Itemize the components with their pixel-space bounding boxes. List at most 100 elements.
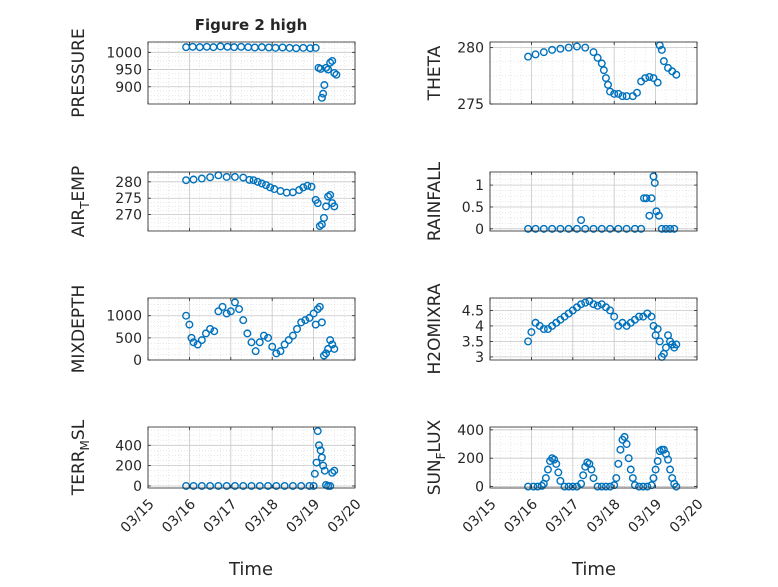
data-point bbox=[654, 211, 663, 220]
data-point bbox=[564, 482, 573, 491]
data-point bbox=[319, 461, 328, 470]
data-point bbox=[661, 224, 670, 233]
panel-h2omixra: 33.544.5 H2OMIXRA bbox=[425, 283, 698, 375]
data-point bbox=[235, 305, 244, 314]
data-point bbox=[299, 183, 308, 192]
data-point bbox=[651, 465, 660, 474]
data-point bbox=[647, 481, 656, 490]
data-point bbox=[581, 43, 590, 52]
x-tick-label: 03/19 bbox=[283, 496, 323, 536]
data-point bbox=[550, 455, 559, 464]
data-point bbox=[548, 224, 557, 233]
data-point bbox=[637, 224, 646, 233]
data-point bbox=[316, 64, 325, 73]
data-point bbox=[539, 325, 548, 334]
data-point bbox=[297, 481, 306, 490]
data-point bbox=[332, 70, 341, 79]
y-tick-label: 280 bbox=[457, 41, 484, 57]
data-point bbox=[230, 481, 239, 490]
y-axis-label: THETA bbox=[425, 45, 445, 101]
y-tick-label: 200 bbox=[457, 451, 484, 467]
data-point bbox=[320, 81, 329, 90]
data-point bbox=[328, 56, 337, 65]
data-point bbox=[548, 45, 557, 54]
y-axis-label: RAINFALL bbox=[425, 161, 445, 241]
y-tick-label: 280 bbox=[115, 175, 142, 191]
y-axis-label: SUNFLUX bbox=[425, 419, 448, 495]
data-point bbox=[554, 468, 563, 477]
data-point bbox=[268, 342, 277, 351]
data-point bbox=[326, 58, 335, 67]
data-point bbox=[564, 43, 573, 52]
data-point bbox=[664, 455, 673, 464]
data-point bbox=[330, 202, 339, 211]
data-point bbox=[214, 481, 223, 490]
data-point bbox=[206, 325, 215, 334]
data-point bbox=[315, 222, 324, 231]
data-point bbox=[245, 175, 254, 184]
data-point bbox=[552, 459, 561, 468]
x-tick-label: 03/20 bbox=[667, 496, 707, 536]
data-point bbox=[182, 176, 191, 185]
y-axis-label: AIRTEMP bbox=[69, 166, 92, 237]
data-point bbox=[614, 459, 623, 468]
data-point bbox=[330, 344, 339, 353]
data-point bbox=[324, 65, 333, 74]
data-point bbox=[257, 179, 266, 188]
data-point bbox=[539, 48, 548, 57]
figure-title: Figure 2 high bbox=[195, 16, 308, 34]
data-point bbox=[531, 50, 540, 59]
data-point bbox=[666, 465, 675, 474]
data-point bbox=[589, 48, 598, 57]
data-point bbox=[266, 183, 275, 192]
panel-rainfall: 0 0.5 1 RAINFALL bbox=[425, 161, 698, 241]
y-tick-label: 4.5 bbox=[462, 303, 484, 319]
data-point bbox=[322, 202, 331, 211]
data-point bbox=[666, 224, 675, 233]
y-tick-label: 400 bbox=[115, 438, 142, 454]
data-point bbox=[189, 481, 198, 490]
data-point bbox=[255, 481, 264, 490]
data-point bbox=[328, 340, 337, 349]
y-tick-label: 1000 bbox=[106, 309, 142, 325]
data-point bbox=[206, 481, 215, 490]
data-point bbox=[259, 331, 268, 340]
data-point bbox=[310, 469, 319, 478]
x-tick-label: 03/18 bbox=[584, 496, 624, 536]
data-point bbox=[593, 301, 602, 310]
data-point bbox=[312, 458, 321, 467]
data-point bbox=[197, 481, 206, 490]
data-point bbox=[543, 465, 552, 474]
data-point bbox=[597, 224, 606, 233]
y-tick-label: 0 bbox=[133, 353, 142, 369]
data-point bbox=[330, 466, 339, 475]
data-point bbox=[643, 482, 652, 491]
data-point bbox=[218, 302, 227, 311]
data-point bbox=[239, 481, 248, 490]
data-point bbox=[319, 89, 328, 98]
data-point bbox=[309, 309, 318, 318]
data-point bbox=[261, 181, 270, 190]
data-point bbox=[672, 340, 681, 349]
data-point bbox=[272, 481, 281, 490]
data-point bbox=[206, 173, 215, 182]
data-point bbox=[537, 481, 546, 490]
data-point bbox=[610, 89, 619, 98]
x-axis-label-right: Time bbox=[571, 559, 616, 580]
data-point bbox=[659, 57, 668, 66]
data-point bbox=[527, 328, 536, 337]
data-point bbox=[239, 316, 248, 325]
y-axis-label: MIXDEPTH bbox=[69, 285, 89, 374]
data-point bbox=[306, 44, 315, 53]
axes-box bbox=[147, 41, 356, 105]
data-point bbox=[606, 224, 615, 233]
data-point bbox=[288, 481, 297, 490]
y-axis-label: H2OMIXRA bbox=[425, 283, 445, 374]
data-point bbox=[197, 336, 206, 345]
data-point bbox=[606, 306, 615, 315]
data-point bbox=[313, 305, 322, 314]
data-point bbox=[222, 309, 231, 318]
data-point bbox=[614, 224, 623, 233]
data-point bbox=[639, 482, 648, 491]
y-tick-label: 0 bbox=[475, 480, 484, 496]
